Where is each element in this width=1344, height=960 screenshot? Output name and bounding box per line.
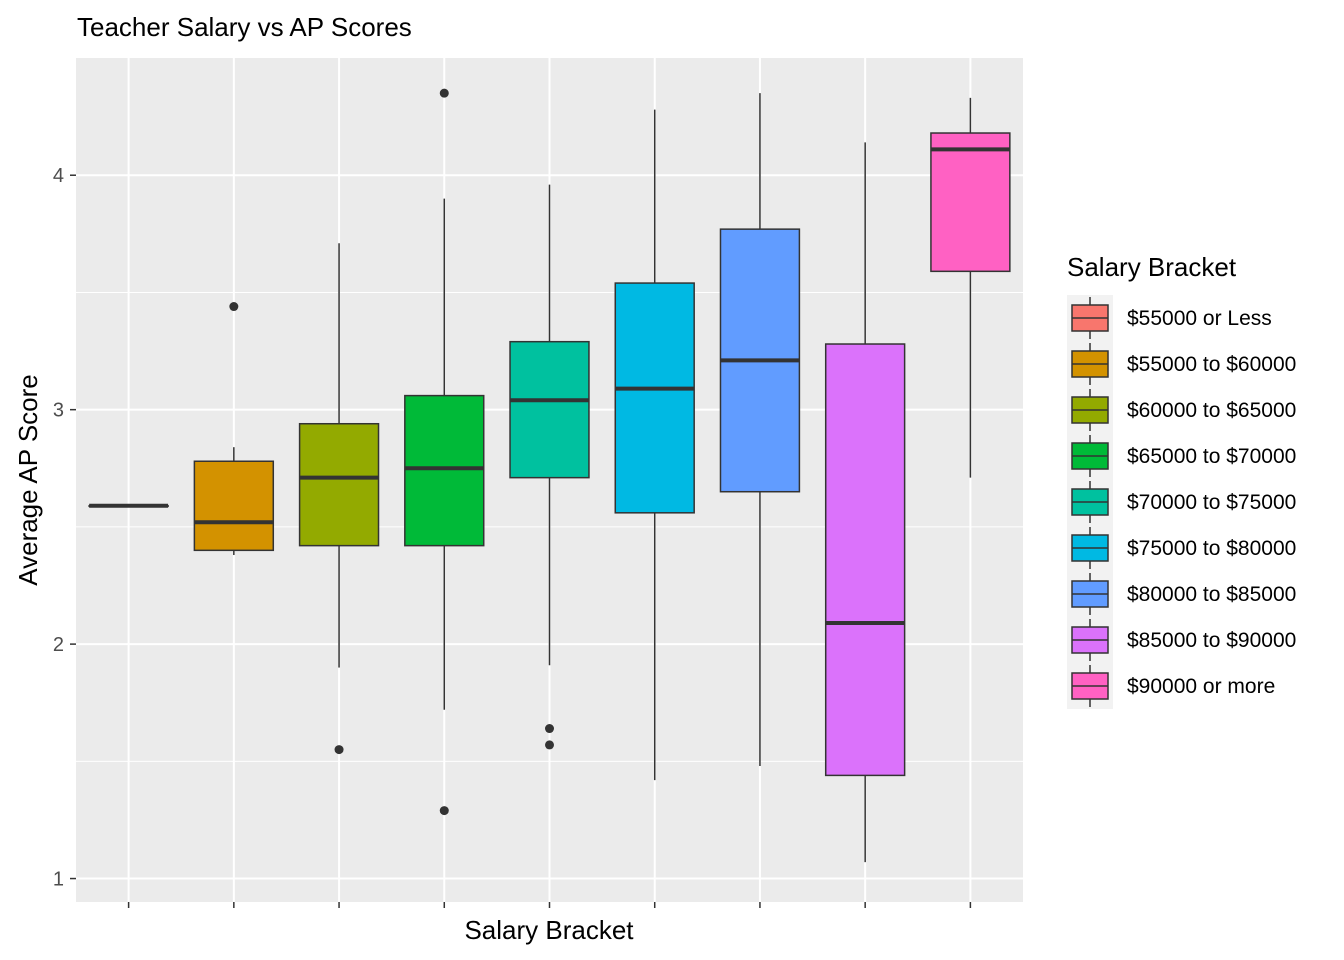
- legend-item: $80000 to $85000: [1067, 571, 1296, 617]
- legend-label: $60000 to $65000: [1127, 399, 1296, 422]
- outlier-point: [545, 740, 554, 750]
- legend-item: $70000 to $75000: [1067, 479, 1296, 525]
- box-group: [930, 97, 1011, 478]
- y-tick-label: 3: [53, 400, 64, 422]
- chart-title: Teacher Salary vs AP Scores: [77, 12, 412, 42]
- legend-item: $75000 to $80000: [1067, 525, 1296, 571]
- legend-item: $55000 to $60000: [1067, 341, 1296, 387]
- box: [404, 394, 485, 547]
- box-group: [719, 93, 801, 767]
- box-group: [88, 503, 169, 508]
- legend-item: $65000 to $70000: [1067, 433, 1296, 479]
- legend-item: $55000 or Less: [1067, 295, 1272, 341]
- box: [930, 132, 1011, 273]
- box-group: [404, 88, 485, 816]
- outlier-point: [439, 88, 449, 98]
- legend-label: $55000 to $60000: [1127, 353, 1296, 376]
- box-group: [193, 302, 275, 556]
- legend-item: $60000 to $65000: [1067, 387, 1296, 433]
- box-group: [824, 142, 906, 863]
- y-axis-title: Average AP Score: [13, 374, 43, 586]
- y-tick-label: 2: [53, 634, 64, 656]
- legend-label: $55000 or Less: [1127, 307, 1272, 330]
- legend-item: $85000 to $90000: [1067, 617, 1296, 663]
- legend: Salary Bracket $55000 or Less $55000 to $…: [1067, 252, 1296, 709]
- legend-label: $85000 to $90000: [1127, 629, 1296, 652]
- y-tick-label: 1: [53, 869, 64, 891]
- outlier-point: [439, 806, 449, 816]
- y-tick-label: 4: [53, 165, 64, 187]
- legend-title: Salary Bracket: [1067, 252, 1237, 282]
- legend-label: $70000 to $75000: [1127, 491, 1296, 514]
- outlier-point: [545, 724, 554, 734]
- box-group: [614, 109, 695, 781]
- outlier-point: [334, 745, 344, 755]
- legend-label: $80000 to $85000: [1127, 583, 1296, 606]
- boxes: [88, 88, 1011, 863]
- legend-label: $75000 to $80000: [1127, 537, 1296, 560]
- box: [193, 460, 275, 552]
- box-group: [298, 243, 380, 755]
- outlier-point: [229, 302, 239, 312]
- x-axis-title: Salary Bracket: [464, 915, 634, 945]
- legend-label: $65000 to $70000: [1127, 445, 1296, 468]
- y-axis: 1 2 3 4: [53, 165, 972, 908]
- box-group: [509, 184, 590, 750]
- box: [509, 340, 590, 479]
- box: [298, 422, 380, 547]
- legend-label: $90000 or more: [1127, 675, 1275, 698]
- legend-item: $90000 or more: [1067, 663, 1275, 709]
- box: [614, 282, 695, 514]
- box: [824, 343, 906, 777]
